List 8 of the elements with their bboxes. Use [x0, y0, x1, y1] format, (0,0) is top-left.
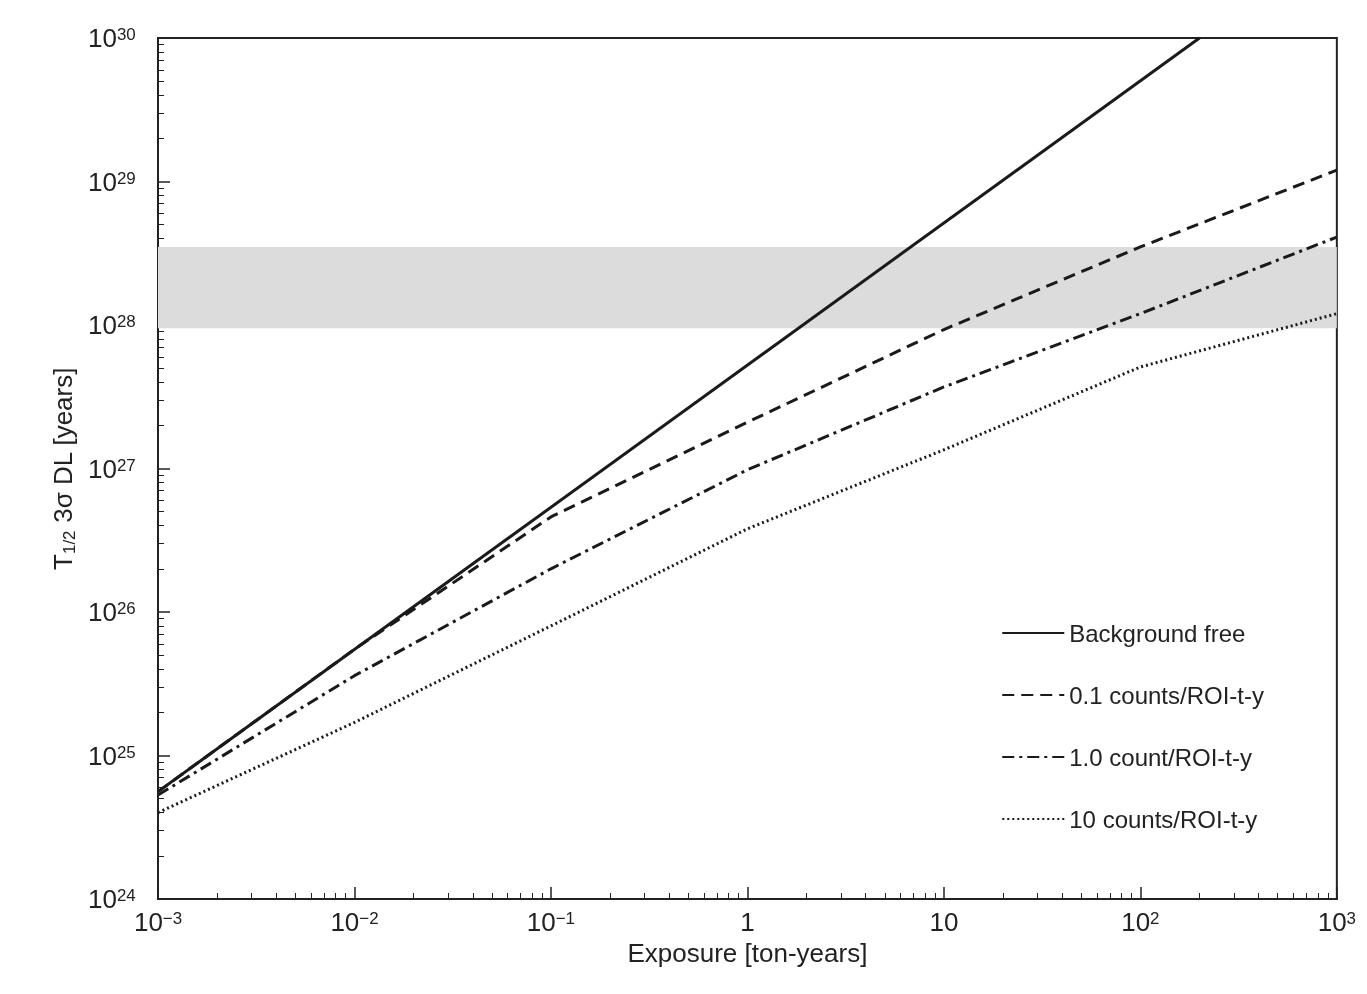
legend-label: 0.1 counts/ROI-t-y	[1069, 681, 1264, 709]
legend-label: Background free	[1069, 619, 1246, 647]
x-tick-label: 10	[929, 907, 959, 937]
legend-label: 1.0 count/ROI-t-y	[1069, 743, 1252, 771]
y-axis-title: T1/2 3σ DL [years]	[48, 367, 79, 570]
legend-label: 10 counts/ROI-t-y	[1069, 805, 1258, 833]
x-tick-label: 1	[740, 907, 755, 937]
x-axis-title: Exposure [ton-years]	[627, 937, 868, 968]
